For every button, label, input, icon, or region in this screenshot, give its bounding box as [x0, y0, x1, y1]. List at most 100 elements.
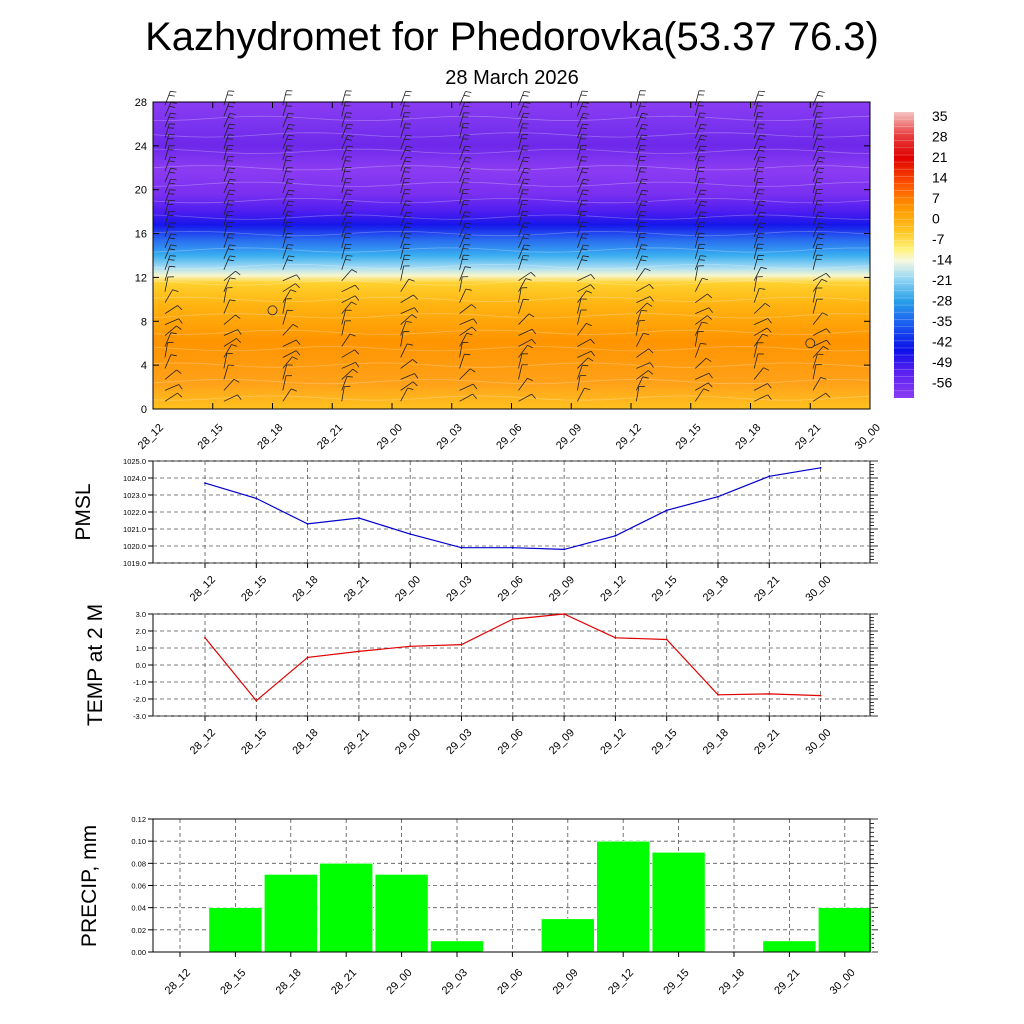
wind-barb — [636, 296, 651, 304]
pmsl-data-point — [204, 482, 206, 484]
wind-barb-feather — [818, 145, 825, 148]
wind-barb-feather — [235, 270, 241, 276]
panel-frame-top — [152, 818, 871, 953]
wind-barb — [577, 255, 584, 270]
wind-barb — [459, 368, 471, 380]
wind-barb — [753, 146, 761, 161]
wind-barb-feather — [825, 273, 831, 278]
wind-barb-feather — [825, 392, 831, 398]
wind-barb — [694, 189, 701, 205]
wind-barb-feather — [286, 215, 293, 217]
wind-barb — [518, 91, 525, 106]
wind-barb — [223, 338, 237, 347]
wind-barb-feather — [349, 333, 356, 337]
wind-barb — [400, 123, 406, 139]
wind-barb — [753, 233, 759, 248]
wind-barb — [282, 233, 287, 248]
wind-barb-feather — [581, 248, 588, 251]
wind-barb — [282, 339, 297, 347]
wind-barb-feather — [352, 368, 358, 374]
wind-barb-feather — [817, 226, 824, 229]
contour-line — [152, 263, 871, 270]
wind-barb-feather — [699, 112, 706, 114]
wind-barb-feather — [826, 339, 831, 346]
wind-barb-feather — [582, 167, 589, 170]
wind-barb-feather — [290, 289, 297, 293]
wind-barb — [459, 354, 465, 369]
temp-data-point — [563, 613, 565, 615]
y-tick-label: 1021.0 — [123, 525, 146, 534]
wind-barb — [459, 304, 472, 314]
wind-barb — [223, 222, 229, 237]
wind-barb — [753, 383, 768, 391]
wind-barb — [577, 350, 592, 358]
wind-barb-feather — [228, 364, 235, 366]
wind-barb — [812, 377, 821, 391]
wind-barb — [341, 386, 345, 402]
wind-barb — [635, 376, 644, 391]
wind-barb — [635, 90, 641, 106]
wind-barb-feather — [291, 388, 297, 392]
wind-barb-feather — [227, 105, 234, 108]
wind-barb — [577, 145, 582, 161]
wind-barb — [282, 178, 289, 194]
wind-barb-feather — [758, 90, 765, 93]
wind-barb — [753, 255, 759, 270]
wind-barb-feather — [639, 105, 646, 107]
wind-barb-feather — [816, 138, 823, 140]
pmsl-data-point — [460, 546, 463, 549]
wind-barb — [694, 265, 699, 281]
wind-barb-feather — [176, 369, 182, 374]
wind-barb-feather — [465, 156, 472, 159]
x-tick-label: 29_03 — [444, 574, 474, 604]
wind-barb — [164, 168, 172, 183]
colorbar-label: 21 — [932, 149, 948, 165]
wind-barb-feather — [286, 116, 293, 119]
wind-barb-feather — [580, 94, 587, 96]
wind-barb — [400, 178, 405, 194]
wind-barb-feather — [286, 138, 293, 141]
wind-barb-feather — [169, 265, 176, 268]
contour-line — [152, 165, 871, 171]
wind-barb-feather — [700, 145, 707, 148]
wind-barb-feather — [228, 182, 235, 185]
wind-barb-feather — [168, 226, 175, 228]
wind-barb-feather — [700, 123, 707, 126]
x-tick-label: 29_12 — [598, 574, 628, 604]
wind-barb — [400, 314, 413, 325]
wind-barb — [400, 381, 414, 391]
wind-barb-feather — [404, 94, 411, 97]
wind-barb-feather — [701, 321, 708, 324]
wind-barb — [518, 287, 522, 303]
wind-barb-feather — [818, 233, 825, 236]
wind-barb-feather — [355, 362, 360, 368]
wind-barb — [164, 318, 179, 325]
wind-barb — [164, 178, 171, 194]
wind-barb-feather — [699, 138, 706, 141]
wind-barb-feather — [703, 388, 710, 392]
wind-barb-feather — [764, 302, 771, 308]
wind-barb — [459, 276, 463, 292]
wind-barb — [223, 102, 230, 117]
wind-barb — [812, 167, 819, 183]
wind-barb-feather — [582, 123, 589, 126]
wind-barb — [459, 134, 465, 150]
x-tick-label: 28_21 — [315, 422, 345, 452]
wind-barb-feather — [817, 149, 824, 152]
wind-barb — [812, 328, 827, 336]
wind-barb — [400, 343, 408, 358]
x-tick-label: 29_09 — [547, 727, 577, 757]
wind-barb-feather — [523, 255, 530, 257]
wind-barb-feather — [525, 278, 532, 281]
wind-barb-feather — [463, 215, 470, 217]
wind-barb-feather — [581, 259, 588, 262]
wind-barb-feather — [757, 160, 764, 162]
wind-barb — [753, 200, 760, 216]
wind-barb-feather — [347, 123, 354, 126]
wind-barb — [635, 211, 641, 227]
wind-barb-feather — [286, 204, 293, 207]
temp-data-point — [819, 694, 822, 697]
wind-barb-feather — [464, 353, 471, 356]
wind-barb-feather — [701, 134, 708, 137]
wind-barb — [518, 393, 532, 402]
